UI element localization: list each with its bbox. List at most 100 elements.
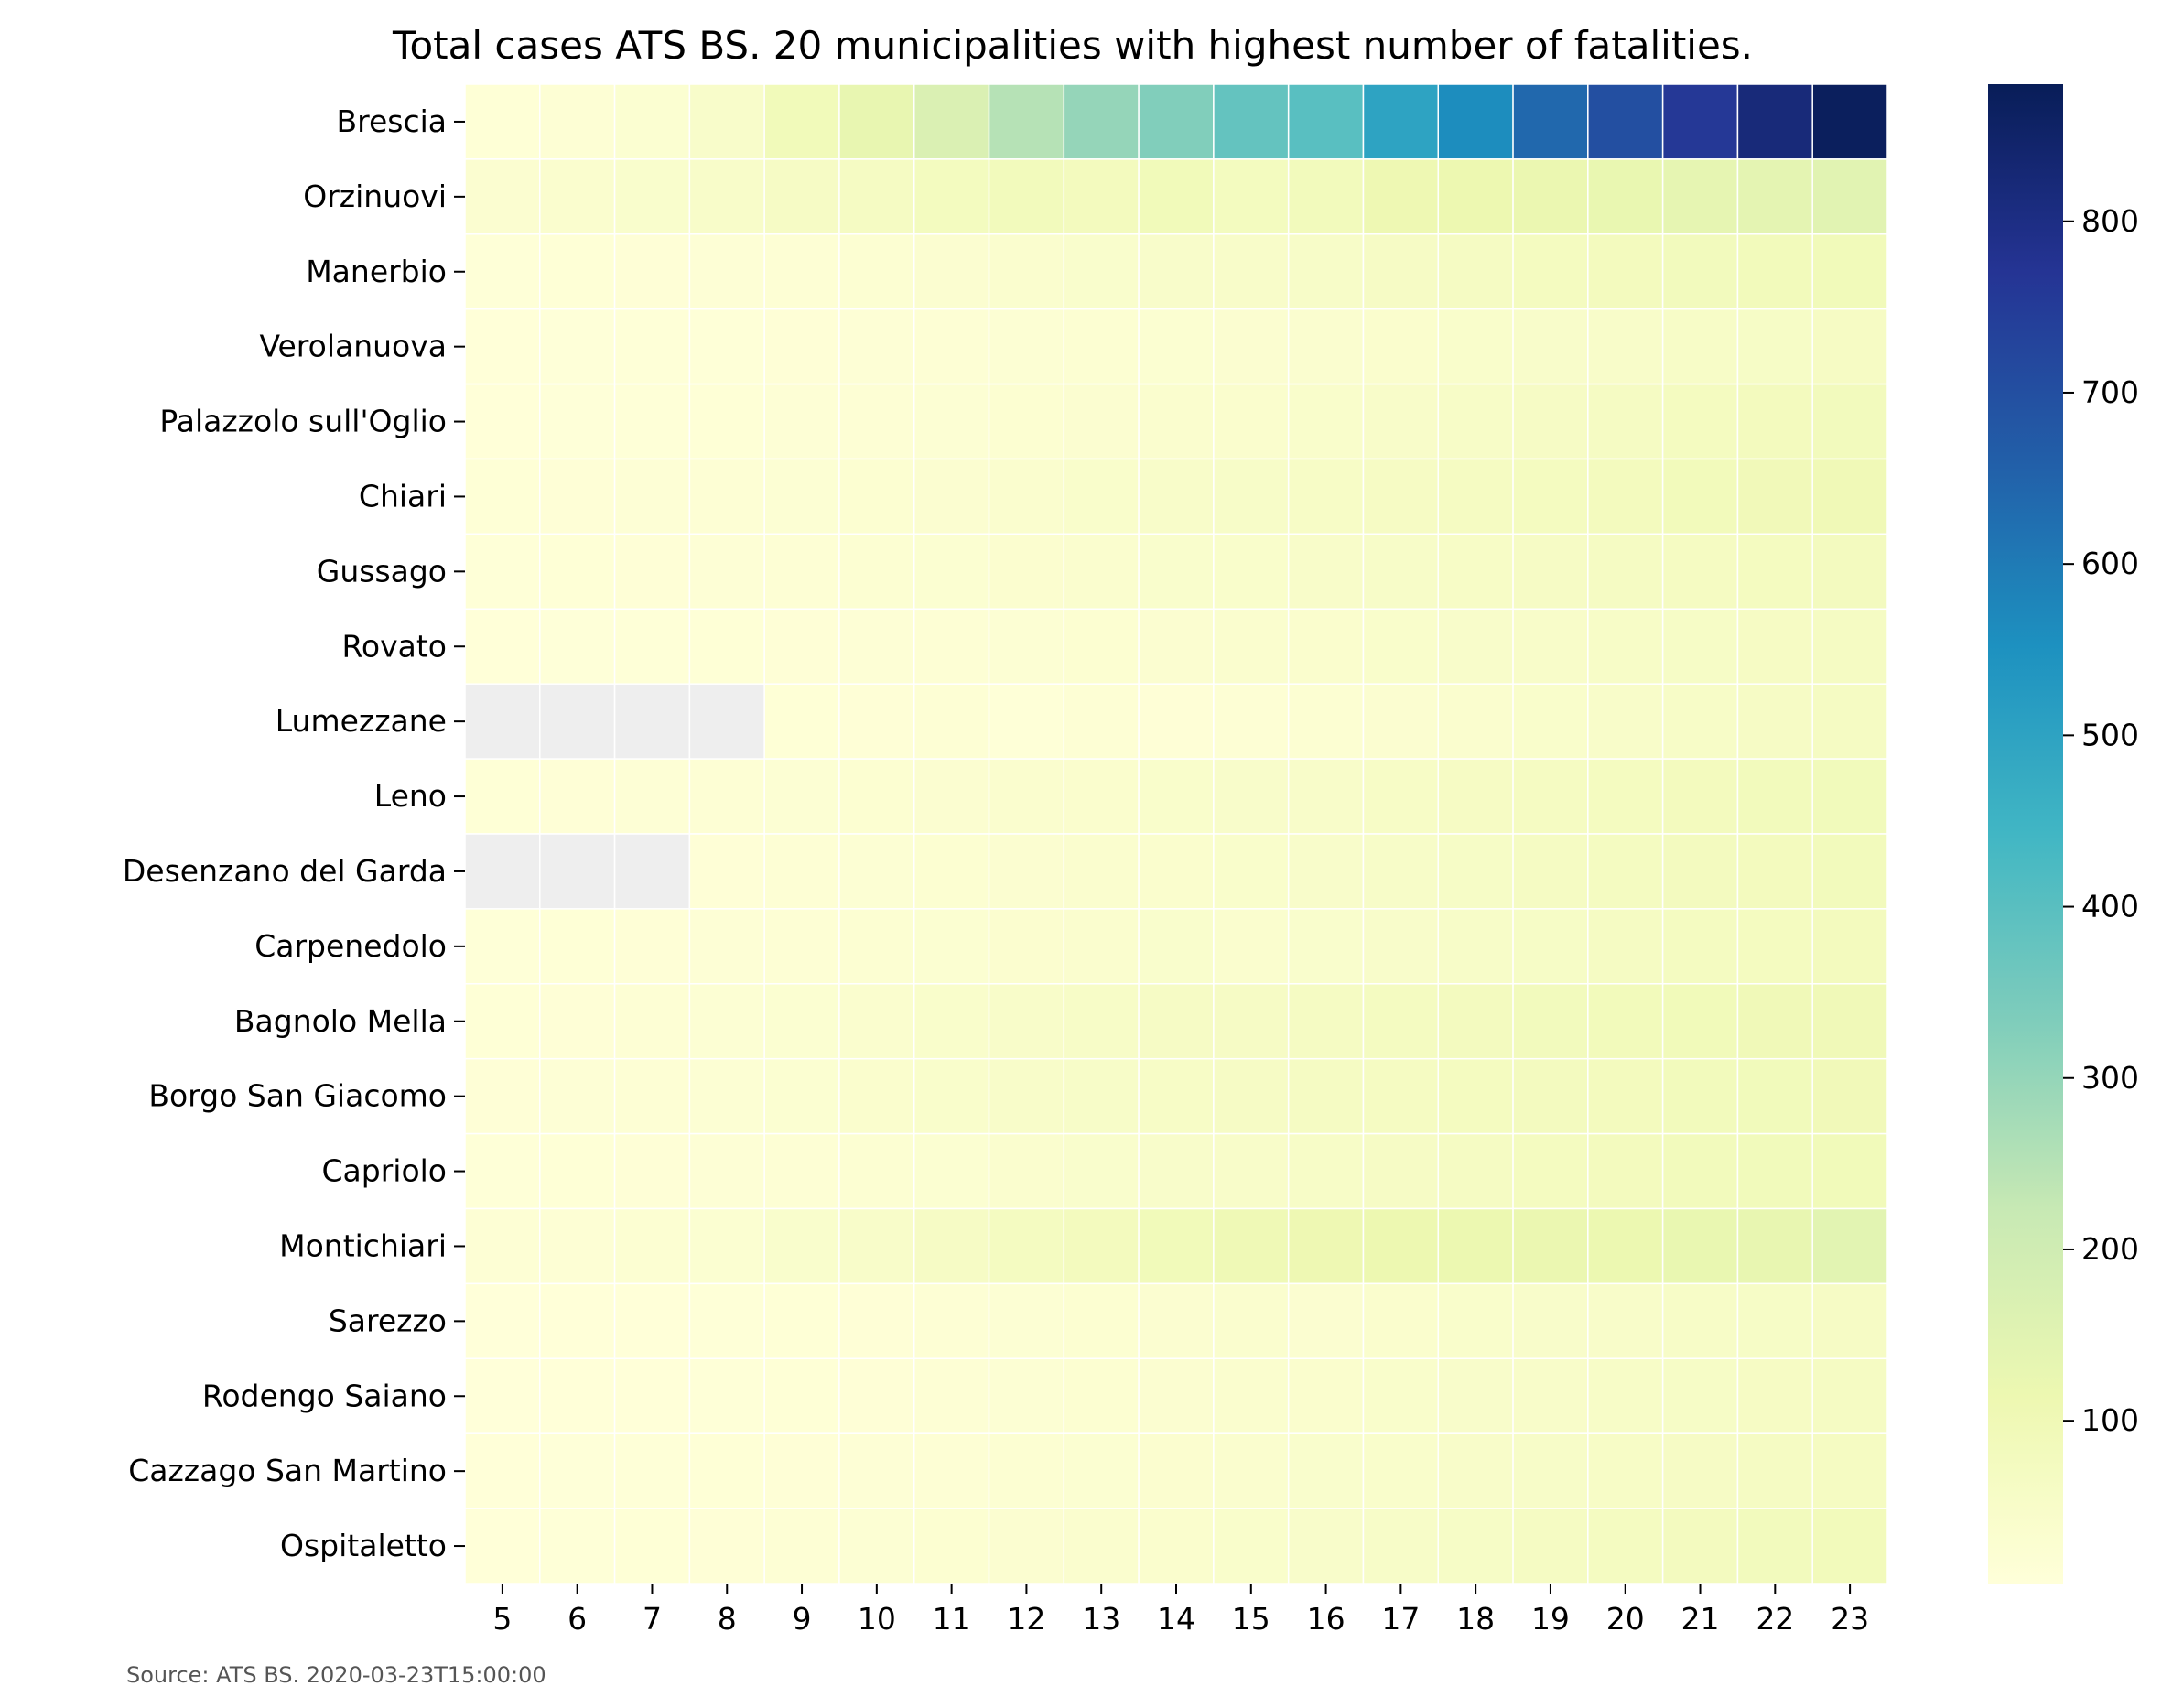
heatmap-cell (1213, 1282, 1290, 1360)
heatmap-cell (988, 533, 1065, 611)
heatmap-cell (913, 533, 990, 611)
heatmap-cell (763, 608, 840, 685)
heatmap-cell (1138, 833, 1215, 910)
heatmap-cell (688, 533, 765, 611)
heatmap-cell (1512, 1282, 1589, 1360)
heatmap-cell (1362, 1508, 1440, 1584)
heatmap-cell (1811, 1207, 1888, 1285)
heatmap-cell (1287, 1282, 1365, 1360)
heatmap-cell (613, 1432, 691, 1509)
heatmap-cell (1287, 233, 1365, 310)
heatmap-cell (464, 1132, 541, 1210)
heatmap-cell (1213, 383, 1290, 460)
heatmap-cell (1138, 1207, 1215, 1285)
heatmap-cell (1063, 683, 1140, 760)
heatmap-cell (539, 308, 616, 385)
heatmap-cell (1063, 1508, 1140, 1584)
heatmap-cell (1512, 1357, 1589, 1434)
heatmap-cell (688, 1432, 765, 1509)
heatmap-cell (1063, 1207, 1140, 1285)
heatmap-cell (1138, 908, 1215, 985)
heatmap-cell (1512, 158, 1589, 235)
heatmap-cell (1811, 908, 1888, 985)
heatmap-cell (539, 1357, 616, 1434)
y-tick-label: Bagnolo Mella (234, 1003, 447, 1039)
y-tick-label: Lumezzane (276, 703, 447, 739)
heatmap-cell (1437, 683, 1514, 760)
heatmap-cell (539, 908, 616, 985)
heatmap-cell (1213, 308, 1290, 385)
heatmap-cell (1437, 233, 1514, 310)
heatmap-cell (688, 1282, 765, 1360)
heatmap-cell (1362, 758, 1440, 835)
heatmap-cell (1213, 908, 1290, 985)
heatmap-cell (1811, 1508, 1888, 1584)
heatmap-cell (1138, 683, 1215, 760)
heatmap-cell (1661, 458, 1739, 535)
heatmap-cell (1287, 383, 1365, 460)
heatmap-cell (688, 458, 765, 535)
heatmap-cell (1512, 608, 1589, 685)
heatmap-cell (1661, 1207, 1739, 1285)
heatmap-cell (1587, 1508, 1664, 1584)
heatmap-cell (1661, 158, 1739, 235)
heatmap-cell (1736, 683, 1813, 760)
heatmap-cell (1512, 1207, 1589, 1285)
heatmap-cell (1736, 533, 1813, 611)
heatmap-cell (464, 833, 541, 910)
y-tick-label: Manerbio (306, 254, 447, 289)
heatmap-cell (1736, 1357, 1813, 1434)
heatmap-cell (1063, 1057, 1140, 1135)
heatmap-cell (1811, 1432, 1888, 1509)
heatmap-cell (688, 983, 765, 1060)
heatmap-cell (1512, 983, 1589, 1060)
heatmap-cell (464, 83, 541, 160)
heatmap-cell (613, 908, 691, 985)
heatmap-cell (1437, 83, 1514, 160)
heatmap-cell (913, 1357, 990, 1434)
y-tick-label: Sarezzo (329, 1303, 447, 1338)
heatmap-cell (1362, 1432, 1440, 1509)
heatmap-cell (988, 1508, 1065, 1584)
heatmap-cell (1736, 1282, 1813, 1360)
heatmap-cell (988, 1357, 1065, 1434)
heatmap-cell (1287, 833, 1365, 910)
heatmap-cell (913, 383, 990, 460)
heatmap-cell (1736, 983, 1813, 1060)
heatmap-cell (688, 833, 765, 910)
heatmap-cell (1811, 833, 1888, 910)
heatmap-cell (1138, 1132, 1215, 1210)
heatmap-cell (1587, 833, 1664, 910)
heatmap-cell (1661, 1508, 1739, 1584)
heatmap-cell (1811, 608, 1888, 685)
heatmap-cell (688, 758, 765, 835)
heatmap-cell (913, 833, 990, 910)
heatmap-cell (763, 1508, 840, 1584)
heatmap-cell (913, 1282, 990, 1360)
heatmap-cell (1213, 158, 1290, 235)
heatmap-cell (1213, 608, 1290, 685)
heatmap-cell (1512, 383, 1589, 460)
heatmap-cell (1661, 983, 1739, 1060)
y-tick-label: Rodengo Saiano (202, 1378, 447, 1413)
heatmap-cell (1736, 1508, 1813, 1584)
heatmap-cell (688, 1508, 765, 1584)
heatmap-cell (988, 308, 1065, 385)
heatmap-cell (838, 1508, 915, 1584)
heatmap-cell (688, 683, 765, 760)
heatmap-cell (688, 908, 765, 985)
heatmap-cell (838, 1432, 915, 1509)
heatmap-cell (1063, 833, 1140, 910)
heatmap-cell (1587, 83, 1664, 160)
heatmap-cell (763, 158, 840, 235)
heatmap-cell (1063, 1132, 1140, 1210)
heatmap-cell (913, 1132, 990, 1210)
heatmap-cell (1437, 1132, 1514, 1210)
heatmap-cell (838, 608, 915, 685)
x-tick-label: 17 (1381, 1601, 1420, 1637)
heatmap-cell (1063, 233, 1140, 310)
x-tick-label: 6 (567, 1601, 587, 1637)
heatmap-cell (539, 1432, 616, 1509)
heatmap-cell (1287, 533, 1365, 611)
heatmap-cell (913, 758, 990, 835)
